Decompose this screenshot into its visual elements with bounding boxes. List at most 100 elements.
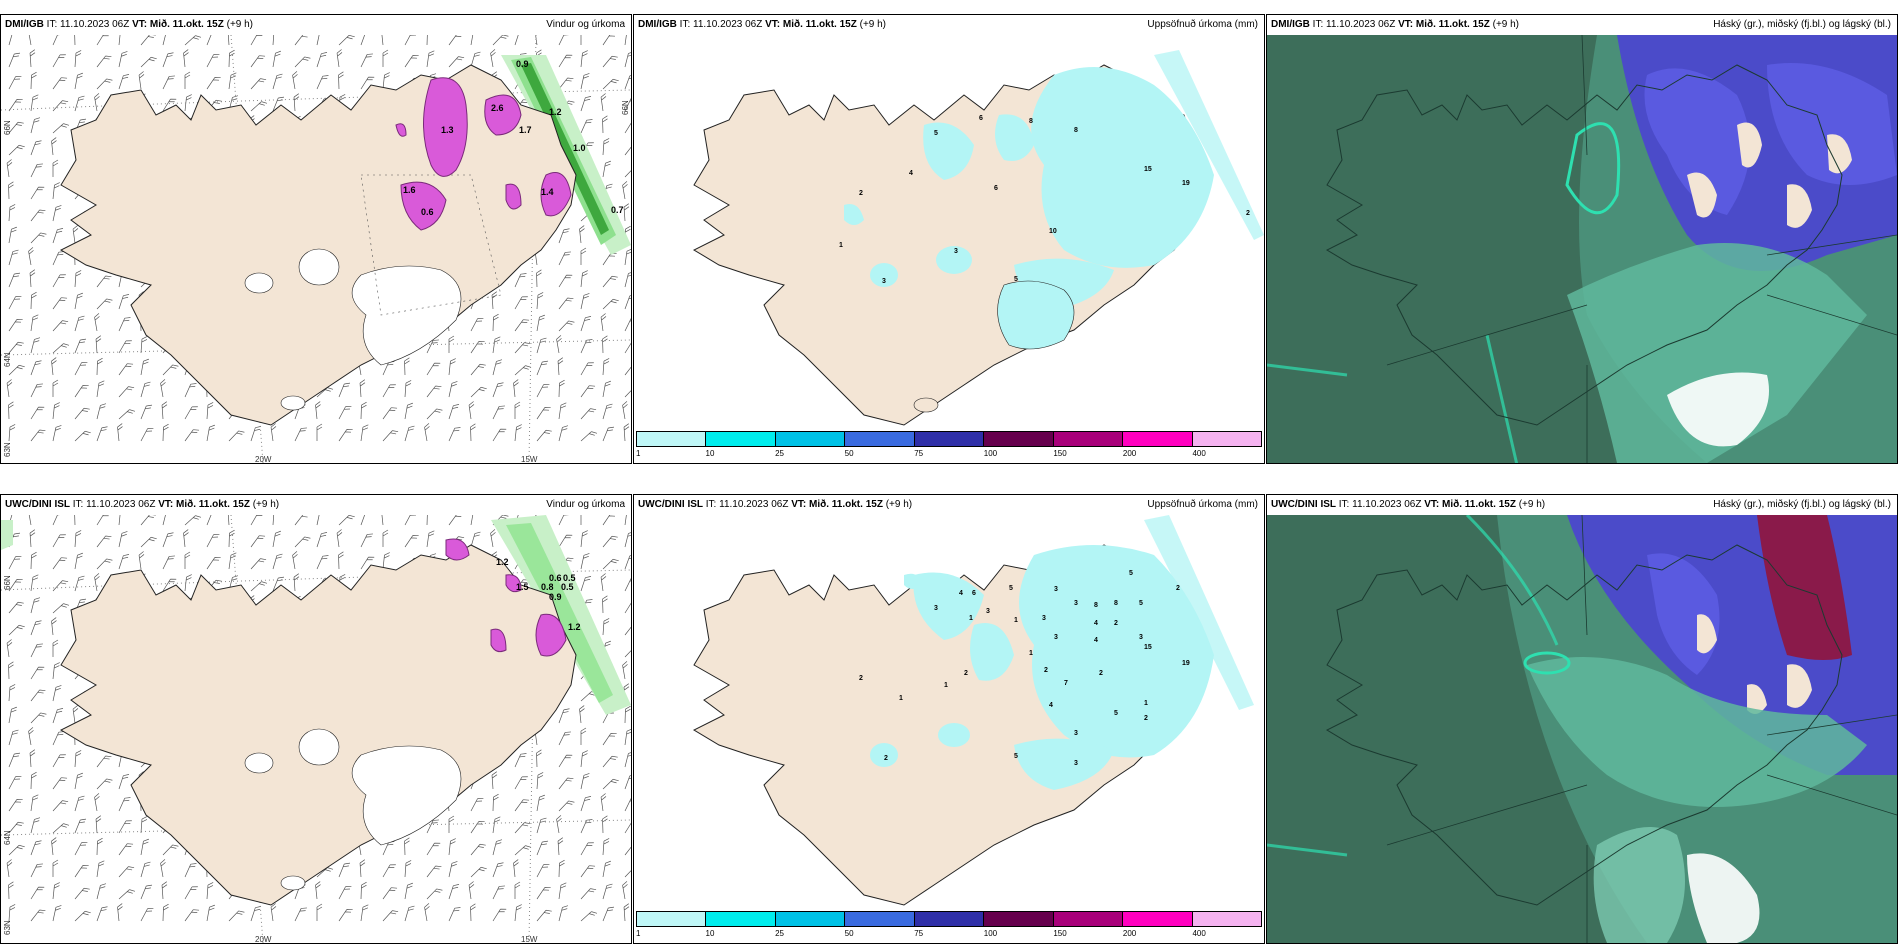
wind-barb xyxy=(140,56,157,68)
wind-barb xyxy=(448,861,458,878)
precip-value: 2 xyxy=(859,675,863,682)
wind-barb xyxy=(404,380,412,398)
wind-barb xyxy=(492,839,503,856)
wind-barb xyxy=(293,573,300,592)
wind-barb xyxy=(96,860,105,878)
wind-barb xyxy=(470,35,480,46)
vt-label: VT: xyxy=(1398,19,1414,30)
precip-value: 15 xyxy=(1144,644,1152,651)
wind-barb xyxy=(294,536,311,548)
it-label: IT: xyxy=(1338,499,1350,510)
wind-barb xyxy=(404,882,414,900)
wind-barb xyxy=(602,138,610,156)
wind-barb xyxy=(492,313,499,332)
wind-barb xyxy=(514,799,530,812)
wind-barb xyxy=(52,882,60,900)
wind-barb xyxy=(338,35,355,46)
wind-barb xyxy=(602,55,618,68)
wind-barb xyxy=(118,889,136,900)
wind-barb xyxy=(272,73,283,90)
wind-barb xyxy=(490,49,496,68)
wind-barb xyxy=(118,774,130,790)
wind-barb xyxy=(118,866,135,878)
colorbar-segment xyxy=(1123,912,1193,926)
wind-barb xyxy=(30,71,37,90)
colorbar-tick: 1 xyxy=(636,449,641,458)
wind-barb xyxy=(228,49,235,68)
colorbar-tick: 75 xyxy=(914,929,924,938)
accum-precip-map: 5 6 8 8 4 6 2 15 19 2 10 1 3 3 5 xyxy=(692,50,1264,426)
wind-barb xyxy=(624,554,631,570)
wind-barb xyxy=(74,292,84,310)
wind-barb xyxy=(96,78,113,90)
colorbar-tick: 50 xyxy=(844,449,854,458)
wind-barb xyxy=(8,706,18,724)
wind-barb xyxy=(536,749,542,768)
wind-barb xyxy=(316,532,328,548)
wind-barb xyxy=(162,423,169,442)
wind-barb xyxy=(52,343,70,354)
wind-barb xyxy=(138,71,145,90)
wind-barb xyxy=(470,51,481,68)
wind-barb xyxy=(426,408,443,420)
wind-barb xyxy=(624,120,631,134)
wind-barb xyxy=(118,74,130,90)
wind-barb xyxy=(52,123,70,134)
wind-barb xyxy=(602,860,612,878)
wind-barb xyxy=(74,270,82,288)
wind-barb xyxy=(580,385,596,398)
rain-magenta xyxy=(395,77,572,231)
wind-barb xyxy=(382,384,396,398)
wind-barb xyxy=(404,535,419,548)
colorbar-ticks: 1 10 25 50 75 100 150 200 400 xyxy=(636,929,1262,941)
wind-barb xyxy=(602,298,619,310)
wind-barb xyxy=(96,426,108,442)
wind-barb xyxy=(162,52,174,68)
wind-barb xyxy=(294,907,307,922)
wind-barb xyxy=(96,380,105,398)
wind-barb xyxy=(558,708,570,724)
wind-barb xyxy=(316,515,326,526)
wind-barb xyxy=(624,774,631,790)
wind-barb xyxy=(382,529,389,547)
wind-barb xyxy=(52,515,65,526)
wind-barb xyxy=(74,515,80,526)
wind-barb xyxy=(228,430,245,442)
wind-barb xyxy=(30,209,46,222)
rain-label: 0.9 xyxy=(516,59,529,69)
wind-barb xyxy=(492,428,507,442)
wind-barb xyxy=(602,535,618,548)
wind-barb xyxy=(470,386,487,398)
wind-barb xyxy=(6,159,13,178)
wind-barb xyxy=(448,35,464,46)
wind-barb xyxy=(316,423,323,441)
wind-barb xyxy=(118,386,135,398)
wind-barb xyxy=(513,859,519,878)
wind-barb xyxy=(448,515,464,526)
colorbar-segment xyxy=(1192,912,1261,926)
wind-barb xyxy=(558,54,573,68)
wind-barb xyxy=(183,49,189,68)
wind-barb xyxy=(602,115,608,134)
wind-barb xyxy=(29,529,36,548)
colorbar-tick: 400 xyxy=(1192,929,1206,938)
wind-barb xyxy=(448,381,458,398)
wind-barb xyxy=(536,383,550,398)
wind-barb xyxy=(602,838,610,856)
wind-barb xyxy=(96,275,112,288)
iceland-outline xyxy=(1325,64,1843,426)
wind-barb xyxy=(580,431,598,442)
init-time: 11.10.2023 06Z xyxy=(86,499,156,510)
lead-time: (+9 h) xyxy=(1518,499,1546,510)
wind-barb xyxy=(52,274,66,288)
vt-label: VT: xyxy=(158,499,174,510)
wind-barb xyxy=(8,272,21,288)
wind-barb xyxy=(622,401,628,420)
precip-value: 6 xyxy=(994,185,998,192)
precip-value: 19 xyxy=(1182,180,1190,187)
panel-header: DMI/IGB IT: 11.10.2023 06Z VT: Mið. 11.o… xyxy=(1,15,631,35)
wind-barb xyxy=(602,883,613,900)
wind-barb xyxy=(514,904,522,922)
wind-barb xyxy=(250,78,267,90)
precip-value: 2 xyxy=(1099,670,1103,677)
